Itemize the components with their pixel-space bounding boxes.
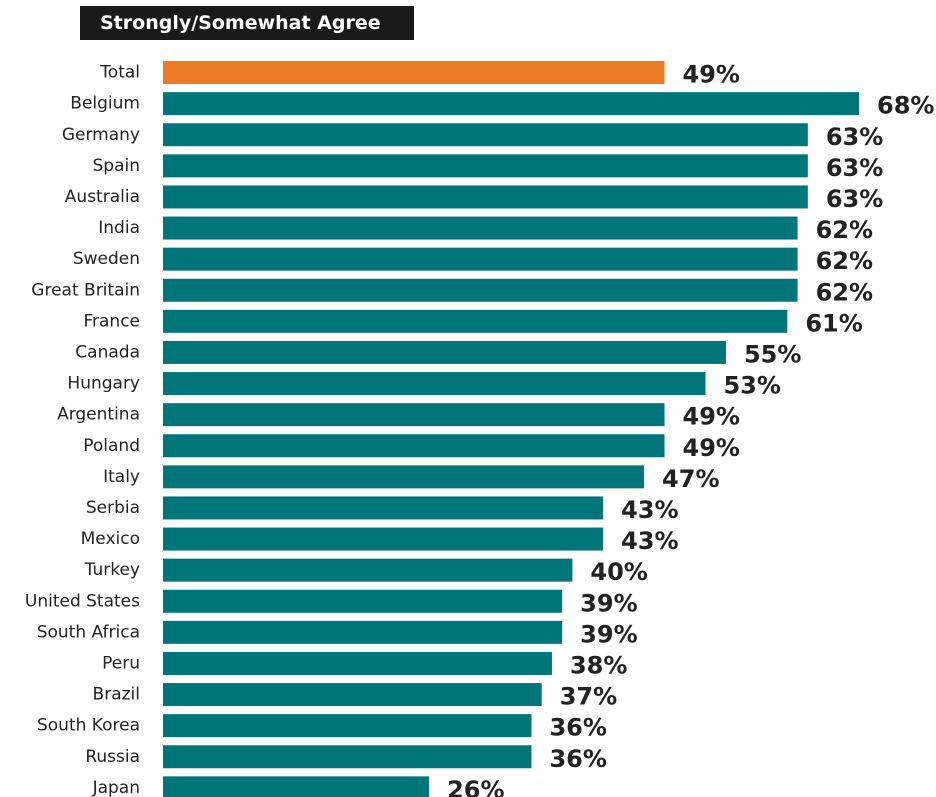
bar	[163, 216, 798, 240]
bar	[163, 154, 808, 178]
category-label: Japan	[92, 778, 140, 797]
bar	[163, 527, 604, 551]
bar	[163, 496, 604, 520]
category-label: Italy	[103, 467, 140, 487]
value-label: 38%	[570, 651, 627, 679]
value-label: 49%	[683, 434, 740, 462]
value-label: 39%	[580, 589, 637, 617]
bar	[163, 745, 532, 769]
bar	[163, 185, 808, 209]
category-label: Great Britain	[31, 280, 140, 300]
category-label: Mexico	[81, 529, 140, 549]
value-label: 43%	[621, 527, 678, 555]
value-label: 62%	[816, 278, 873, 306]
category-label: France	[83, 311, 140, 331]
value-label: 43%	[621, 496, 678, 524]
value-label: 68%	[877, 92, 934, 120]
value-label: 36%	[549, 714, 606, 742]
bar	[163, 340, 726, 364]
bar	[163, 620, 563, 644]
category-label: Brazil	[93, 685, 140, 705]
value-label: 47%	[662, 465, 719, 493]
category-label: South Korea	[37, 716, 140, 736]
value-label: 62%	[816, 247, 873, 275]
category-label: Hungary	[67, 374, 140, 394]
value-label: 63%	[826, 123, 883, 151]
bar	[163, 465, 645, 489]
bar	[163, 776, 430, 797]
category-label: Serbia	[86, 498, 140, 518]
value-label: 26%	[447, 776, 504, 797]
category-label: Canada	[75, 342, 140, 362]
bar	[163, 683, 542, 707]
value-label: 37%	[560, 683, 617, 711]
category-label: Argentina	[57, 405, 140, 425]
category-label: Total	[99, 63, 140, 83]
bar	[163, 92, 859, 116]
category-label: Peru	[102, 653, 140, 673]
value-label: 55%	[744, 340, 801, 368]
value-label: 40%	[590, 558, 647, 586]
value-label: 53%	[723, 372, 780, 400]
chart-title: Strongly/Somewhat Agree	[80, 6, 414, 40]
value-label: 39%	[580, 620, 637, 648]
category-label: United States	[25, 591, 140, 611]
bar	[163, 247, 798, 271]
bar	[163, 403, 665, 427]
bar	[163, 372, 706, 396]
category-label: India	[98, 218, 140, 238]
category-label: Belgium	[70, 94, 140, 114]
bar	[163, 714, 532, 738]
category-label: Australia	[65, 187, 140, 207]
category-label: Germany	[62, 125, 140, 145]
bar	[163, 651, 552, 675]
bar	[163, 434, 665, 458]
category-label: Russia	[85, 747, 140, 767]
bar	[163, 123, 808, 147]
value-label: 49%	[683, 61, 740, 89]
value-label: 36%	[549, 745, 606, 773]
bar	[163, 558, 573, 582]
bar	[163, 61, 665, 85]
category-label: Poland	[83, 436, 140, 456]
category-label: Sweden	[73, 249, 140, 269]
bar	[163, 589, 563, 613]
category-label: South Africa	[37, 622, 140, 642]
value-label: 62%	[816, 216, 873, 244]
value-label: 61%	[805, 309, 862, 337]
category-label: Spain	[93, 156, 141, 176]
value-label: 63%	[826, 185, 883, 213]
bar	[163, 309, 788, 333]
value-label: 49%	[683, 403, 740, 431]
bar	[163, 278, 798, 302]
value-label: 63%	[826, 154, 883, 182]
category-label: Turkey	[84, 560, 140, 580]
